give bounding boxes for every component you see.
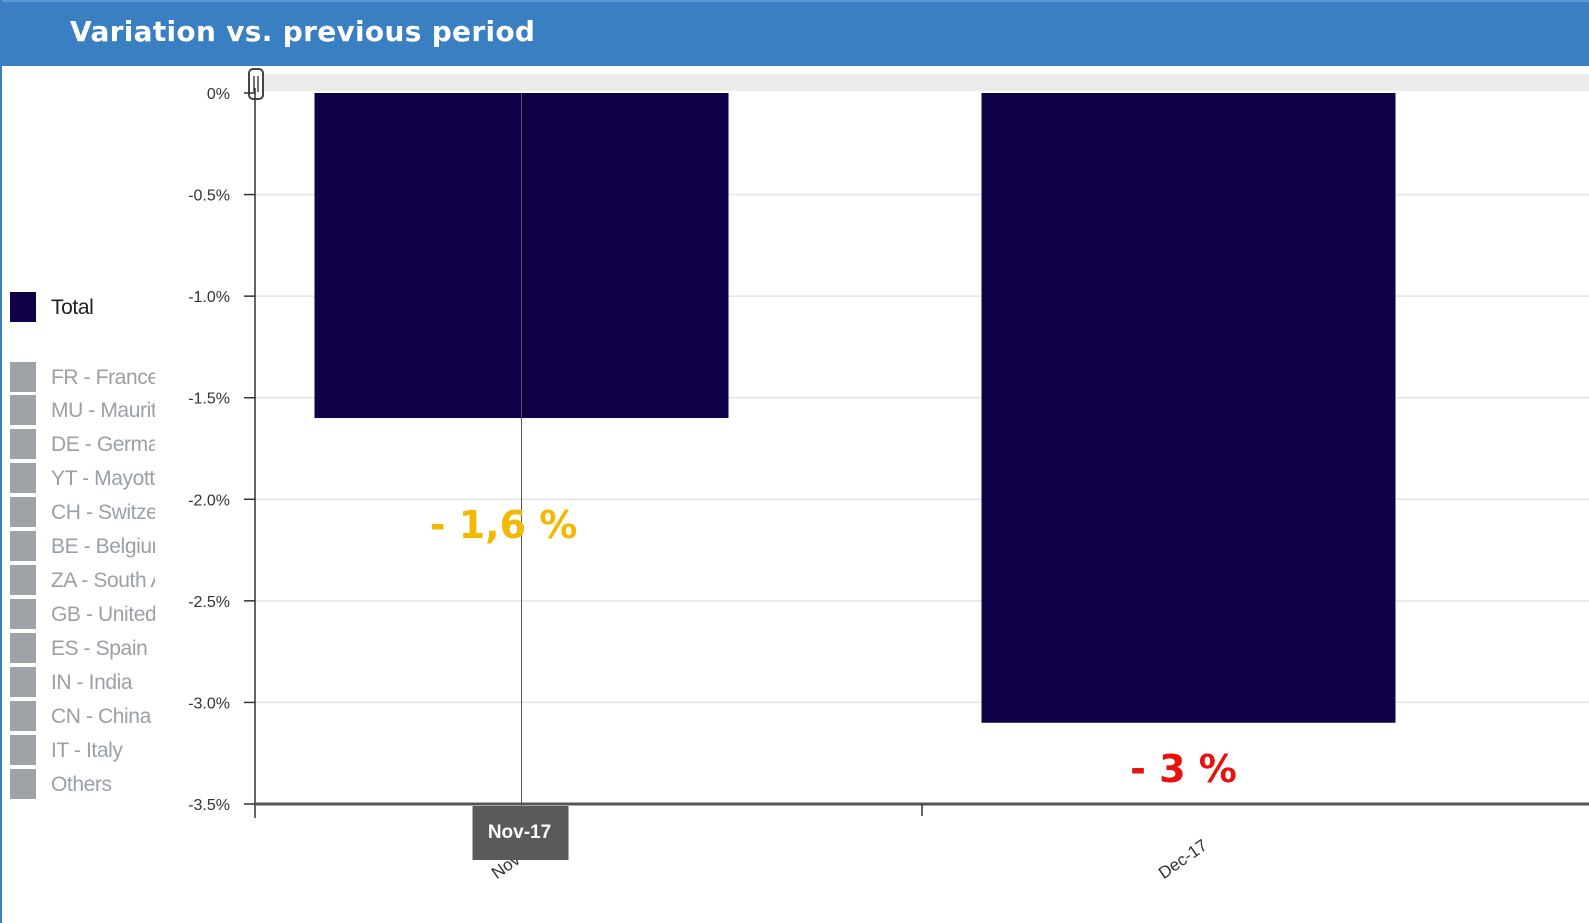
legend-item[interactable]: ES - Spain [10,631,155,663]
legend-label: ES - Spain [51,637,148,660]
panel-title: Variation vs. previous period [70,15,536,48]
legend-item[interactable]: BE - Belgium [10,529,155,561]
legend-swatch [10,633,36,663]
legend-swatch [10,769,36,799]
legend-label: MU - Mauritius [51,399,155,422]
legend-label: YT - Mayotte [51,467,155,490]
y-tick-label: -1.5% [188,391,230,408]
panel-header: Variation vs. previous period [2,0,1589,66]
legend-swatch [10,565,36,595]
legend-swatch [10,531,36,561]
y-tick-label: -1.0% [188,289,230,306]
legend-swatch [10,463,36,493]
axis-tooltip-label: Nov-17 [488,822,551,843]
x-tick-label: Dec-17 [1155,836,1211,883]
legend-item[interactable]: GB - United Kingdom [10,597,155,629]
chart-scroll-track [255,74,1589,91]
legend-swatch [10,395,36,425]
legend-item[interactable]: CH - Switzerland [10,495,155,527]
legend-item[interactable]: FR - France [10,360,155,392]
legend-item[interactable]: MU - Mauritius [10,393,155,425]
legend-label: FR - France [51,366,155,389]
legend-item[interactable]: CN - China [10,699,155,731]
value-annotation: - 1,6 % [430,503,578,547]
legend-label: BE - Belgium [51,535,155,558]
legend-item[interactable]: YT - Mayotte [10,461,155,493]
y-tick-label: -0.5% [188,188,230,205]
legend-item[interactable]: Total [10,290,155,322]
chart-scroll-handle [248,68,264,100]
legend-label: Total [51,296,94,319]
y-tick-label: -2.0% [188,492,230,509]
legend-swatch [10,362,36,392]
legend-swatch [10,429,36,459]
legend-label: GB - United Kingdom [51,603,155,626]
value-annotation: - 3 % [1130,747,1237,791]
legend-item[interactable]: Others [10,767,155,799]
legend-swatch [10,497,36,527]
legend-swatch [10,667,36,697]
legend-swatch [10,599,36,629]
legend-label: IT - Italy [51,739,123,762]
legend-item[interactable]: ZA - South Africa [10,563,155,595]
legend-label: ZA - South Africa [51,569,155,592]
y-tick-label: -2.5% [188,594,230,611]
y-tick-label: -3.0% [188,695,230,712]
legend-item[interactable]: IT - Italy [10,733,155,765]
legend-label: CN - China [51,705,151,728]
bar [981,93,1396,723]
legend-label: IN - India [51,671,133,694]
y-tick-label: -3.5% [188,797,230,814]
legend-item[interactable]: DE - Germany [10,427,155,459]
axis-tooltip-box [472,806,569,860]
legend-label: CH - Switzerland [51,501,155,524]
y-tick-label: 0% [207,86,230,103]
legend-label: DE - Germany [51,433,155,456]
legend-swatch [10,701,36,731]
legend-swatch [10,292,36,322]
legend-swatch [10,735,36,765]
legend-item[interactable]: IN - India [10,665,155,697]
legend-label: Others [51,773,112,796]
